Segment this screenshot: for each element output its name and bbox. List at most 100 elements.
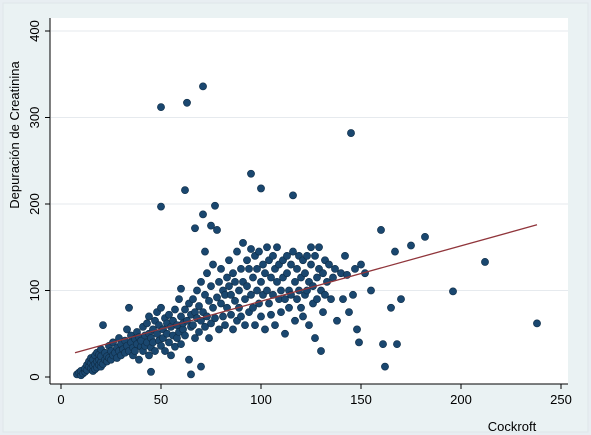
- data-point: [185, 355, 193, 364]
- y-tick-label: 400: [27, 20, 42, 42]
- data-point: [225, 282, 233, 291]
- data-point: [243, 282, 251, 291]
- data-point: [189, 321, 197, 329]
- data-point: [307, 243, 315, 252]
- data-point: [245, 264, 253, 273]
- data-point: [397, 295, 405, 304]
- data-point: [349, 290, 357, 299]
- data-point: [143, 319, 151, 328]
- data-point: [239, 239, 247, 247]
- data-point: [225, 256, 233, 265]
- data-point: [319, 269, 327, 278]
- data-point: [407, 241, 415, 250]
- grid-lines: [51, 30, 568, 291]
- data-point: [181, 186, 189, 195]
- data-point: [287, 260, 295, 269]
- data-point: [193, 286, 201, 295]
- data-point: [379, 340, 387, 349]
- y-tick-label: 300: [27, 107, 42, 129]
- data-point: [255, 247, 263, 256]
- data-point: [151, 347, 159, 355]
- data-point: [303, 251, 311, 260]
- data-point: [161, 347, 169, 355]
- data-point: [253, 264, 261, 273]
- data-point: [171, 305, 179, 314]
- data-point: [223, 273, 231, 282]
- data-point: [211, 314, 219, 323]
- x-axis: 0 50 100 150 200 250: [50, 383, 572, 407]
- x-tick-label: 0: [57, 392, 64, 407]
- data-point: [199, 82, 207, 91]
- data-point: [305, 321, 313, 329]
- fit-line: [74, 224, 538, 354]
- data-point: [289, 247, 297, 256]
- data-point: [187, 370, 195, 379]
- data-point: [229, 269, 237, 278]
- y-tick-label: 100: [27, 280, 42, 302]
- data-point: [157, 103, 165, 112]
- x-tick-label: 100: [250, 392, 272, 407]
- data-point: [145, 312, 153, 321]
- data-point: [249, 273, 257, 282]
- data-point: [273, 243, 281, 252]
- data-point: [215, 277, 223, 286]
- data-point: [195, 328, 203, 336]
- data-point: [331, 264, 339, 273]
- data-point: [263, 243, 271, 252]
- data-point: [135, 355, 143, 364]
- data-point: [175, 295, 183, 304]
- data-point: [297, 303, 305, 312]
- data-point: [249, 303, 257, 312]
- data-point: [283, 251, 291, 260]
- data-point: [217, 299, 225, 308]
- data-point: [421, 232, 429, 241]
- data-point: [145, 351, 153, 360]
- data-point: [157, 303, 165, 312]
- data-point: [481, 258, 489, 266]
- data-point: [251, 321, 259, 329]
- data-point: [281, 295, 289, 304]
- x-tick-label: 150: [350, 392, 372, 407]
- data-point: [125, 303, 133, 312]
- data-point: [333, 316, 341, 325]
- y-axis-title: Depuración de Creatinina: [7, 61, 22, 209]
- data-point: [293, 264, 301, 273]
- data-point: [313, 273, 321, 282]
- data-point: [215, 325, 223, 334]
- data-point: [257, 277, 265, 286]
- data-point: [261, 269, 269, 278]
- data-point: [199, 210, 207, 219]
- data-point: [341, 251, 349, 260]
- data-point: [201, 247, 209, 256]
- data-point: [283, 269, 291, 278]
- data-point: [263, 286, 271, 295]
- data-point: [257, 184, 265, 193]
- data-point: [183, 98, 191, 107]
- data-point: [241, 295, 249, 304]
- data-point: [301, 269, 309, 278]
- data-point: [231, 296, 239, 305]
- data-point: [197, 362, 205, 371]
- data-point: [291, 277, 299, 286]
- data-point: [355, 338, 363, 347]
- data-point: [281, 329, 289, 338]
- data-point: [207, 221, 215, 230]
- data-point: [207, 319, 215, 328]
- data-point: [205, 334, 213, 342]
- data-point: [131, 347, 139, 355]
- data-point: [123, 325, 131, 334]
- data-point: [177, 312, 185, 321]
- data-point: [265, 299, 273, 308]
- data-point: [289, 191, 297, 200]
- data-point: [319, 308, 327, 317]
- data-point: [277, 308, 285, 317]
- data-point: [197, 277, 205, 286]
- x-tick-label: 250: [550, 392, 572, 407]
- data-point: [181, 305, 189, 314]
- data-point: [253, 286, 261, 295]
- data-point: [391, 247, 399, 256]
- data-point: [311, 251, 319, 260]
- data-point: [237, 312, 245, 321]
- data-point: [315, 243, 323, 252]
- data-point: [285, 303, 293, 312]
